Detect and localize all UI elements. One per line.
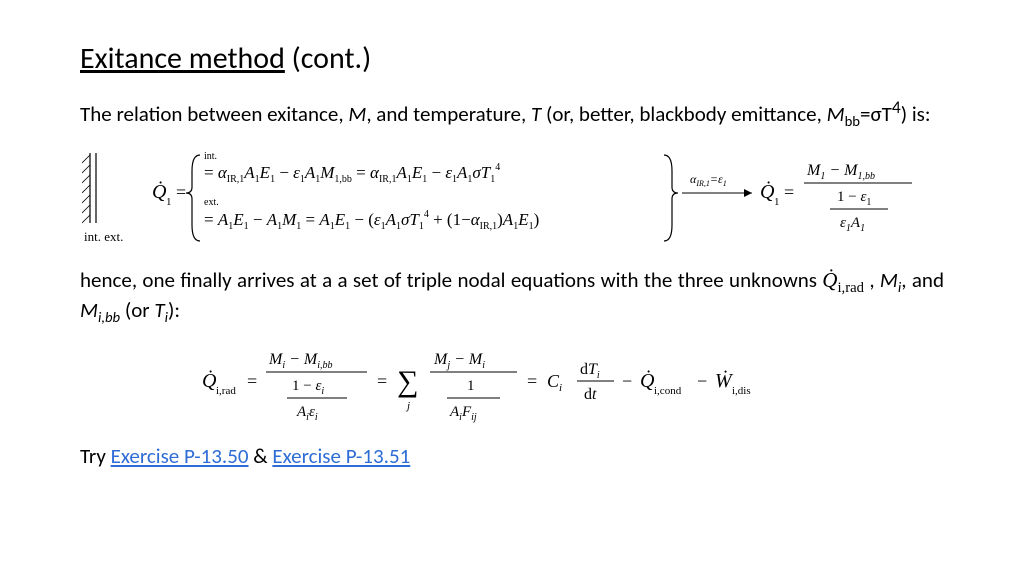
eq2-f1-den2: Aiεi bbox=[296, 404, 318, 423]
eq1-Q: Q̇ bbox=[152, 179, 167, 202]
eq2-sum-sub: j bbox=[405, 400, 410, 412]
eq2-f1-den1: 1 − εi bbox=[292, 378, 324, 397]
eq2-svg: Q̇ i,rad = Mi − Mi,bb 1 − εi Aiεi = ∑ j … bbox=[202, 339, 822, 429]
p1-pre: The relation between exitance, bbox=[80, 101, 348, 127]
p2-Ti: T bbox=[154, 297, 164, 323]
eq2-minus2: − bbox=[697, 371, 707, 391]
eq1-svg: int. ext. Q̇ 1 = int. = αIR,1A1E1 − ε1A1… bbox=[82, 143, 942, 253]
eq1-ext-line: = A1E1 − A1M1 = A1E1 − (ε1A1σT14 + (1−αI… bbox=[204, 209, 539, 232]
try-amp: & bbox=[249, 443, 273, 469]
eq2-f2-den1: 1 bbox=[467, 378, 475, 394]
wall-hatch-icon bbox=[82, 153, 96, 223]
eq1-res-den2: ε1A1 bbox=[840, 215, 865, 234]
eq1-arrow-cond: αIR,1=ε1 bbox=[690, 172, 727, 188]
eq2-f2-den2: AiFij bbox=[449, 404, 477, 423]
eq2-f1-num: Mi − Mi,bb bbox=[268, 351, 333, 371]
eq2-eq1: = bbox=[247, 371, 257, 391]
eq1-res-eq: = bbox=[784, 182, 794, 202]
p1-mid1: , and temperature, bbox=[366, 101, 531, 127]
try-pre: Try bbox=[80, 443, 111, 469]
eq1-ext-label: ext. bbox=[204, 197, 219, 208]
eq2-minus1: − bbox=[622, 371, 632, 391]
p2-sep1: , bbox=[864, 267, 880, 293]
eq1-intext-label: int. ext. bbox=[84, 229, 123, 244]
equation-2: Q̇ i,rad = Mi − Mi,bb 1 − εi Aiεi = ∑ j … bbox=[80, 339, 944, 429]
p2-Mibbsub: i,bb bbox=[98, 308, 120, 326]
eq2-dT-den: dt bbox=[584, 386, 597, 403]
eq2-W-sub: i,dis bbox=[732, 385, 751, 397]
eq2-eq2: = bbox=[377, 371, 387, 391]
p1-bb: bb bbox=[845, 112, 860, 130]
eq1-res-den1: 1 − ε1 bbox=[837, 189, 871, 208]
p1-Mbb: M bbox=[827, 101, 845, 127]
p1-M: M bbox=[348, 101, 366, 127]
arrow-head-icon bbox=[744, 189, 752, 197]
eq1-res-Q-sub: 1 bbox=[774, 196, 780, 208]
title-suffix: (cont.) bbox=[285, 40, 371, 77]
p1-post: ) is: bbox=[901, 101, 931, 127]
eq2-sum: ∑ bbox=[397, 365, 418, 398]
eq2-lhs: Q̇ bbox=[202, 368, 217, 391]
p1-eq: =σT bbox=[860, 101, 892, 127]
p2-sep2: , and bbox=[901, 267, 944, 293]
eq1-equals: = bbox=[176, 182, 186, 202]
p2-pre: hence, one finally arrives at a a set of… bbox=[80, 267, 822, 293]
eq1-int-line: = αIR,1A1E1 − ε1A1M1,bb = αIR,1A1E1 − ε1… bbox=[204, 162, 500, 185]
p2-post: ): bbox=[168, 297, 180, 323]
left-brace-icon bbox=[186, 155, 200, 241]
equation-1: int. ext. Q̇ 1 = int. = αIR,1A1E1 − ε1A1… bbox=[80, 143, 944, 253]
eq2-Qcond: Q̇ bbox=[640, 368, 655, 391]
p2-Q: Q̇ bbox=[822, 268, 837, 292]
eq2-eq3: = bbox=[527, 371, 537, 391]
eq2-C: Ci bbox=[547, 371, 562, 394]
p1-mid2: (or, better, blackbody emittance, bbox=[541, 101, 826, 127]
eq2-Qcond-sub: i,cond bbox=[654, 385, 682, 397]
eq2-dT-num: dTi bbox=[580, 361, 600, 381]
p2-sep3: (or bbox=[120, 297, 154, 323]
slide-title: Exitance method (cont.) bbox=[80, 40, 944, 77]
right-brace-icon bbox=[664, 155, 678, 241]
paragraph-1: The relation between exitance, M, and te… bbox=[80, 97, 944, 131]
eq2-lhs-sub: i,rad bbox=[216, 385, 236, 397]
eq1-res-num: M1 − M1,bb bbox=[806, 162, 875, 182]
p2-Qsub: i,rad bbox=[837, 280, 864, 296]
exercise-link-2[interactable]: Exercise P-13.51 bbox=[272, 443, 410, 469]
exercise-link-1[interactable]: Exercise P-13.50 bbox=[111, 443, 249, 469]
eq1-Q-sub: 1 bbox=[166, 196, 172, 208]
p2-Mi: M bbox=[880, 267, 898, 293]
eq1-int-label: int. bbox=[204, 151, 217, 162]
p1-exp: 4 bbox=[892, 96, 901, 118]
eq2-f2-num: Mj − Mi bbox=[433, 351, 485, 371]
title-main: Exitance method bbox=[80, 40, 285, 77]
paragraph-2: hence, one finally arrives at a a set of… bbox=[80, 267, 944, 327]
p2-Mibb: M bbox=[80, 297, 98, 323]
p1-T: T bbox=[531, 101, 541, 127]
eq1-res-Q: Q̇ bbox=[760, 179, 775, 202]
try-line: Try Exercise P-13.50 & Exercise P-13.51 bbox=[80, 443, 944, 469]
